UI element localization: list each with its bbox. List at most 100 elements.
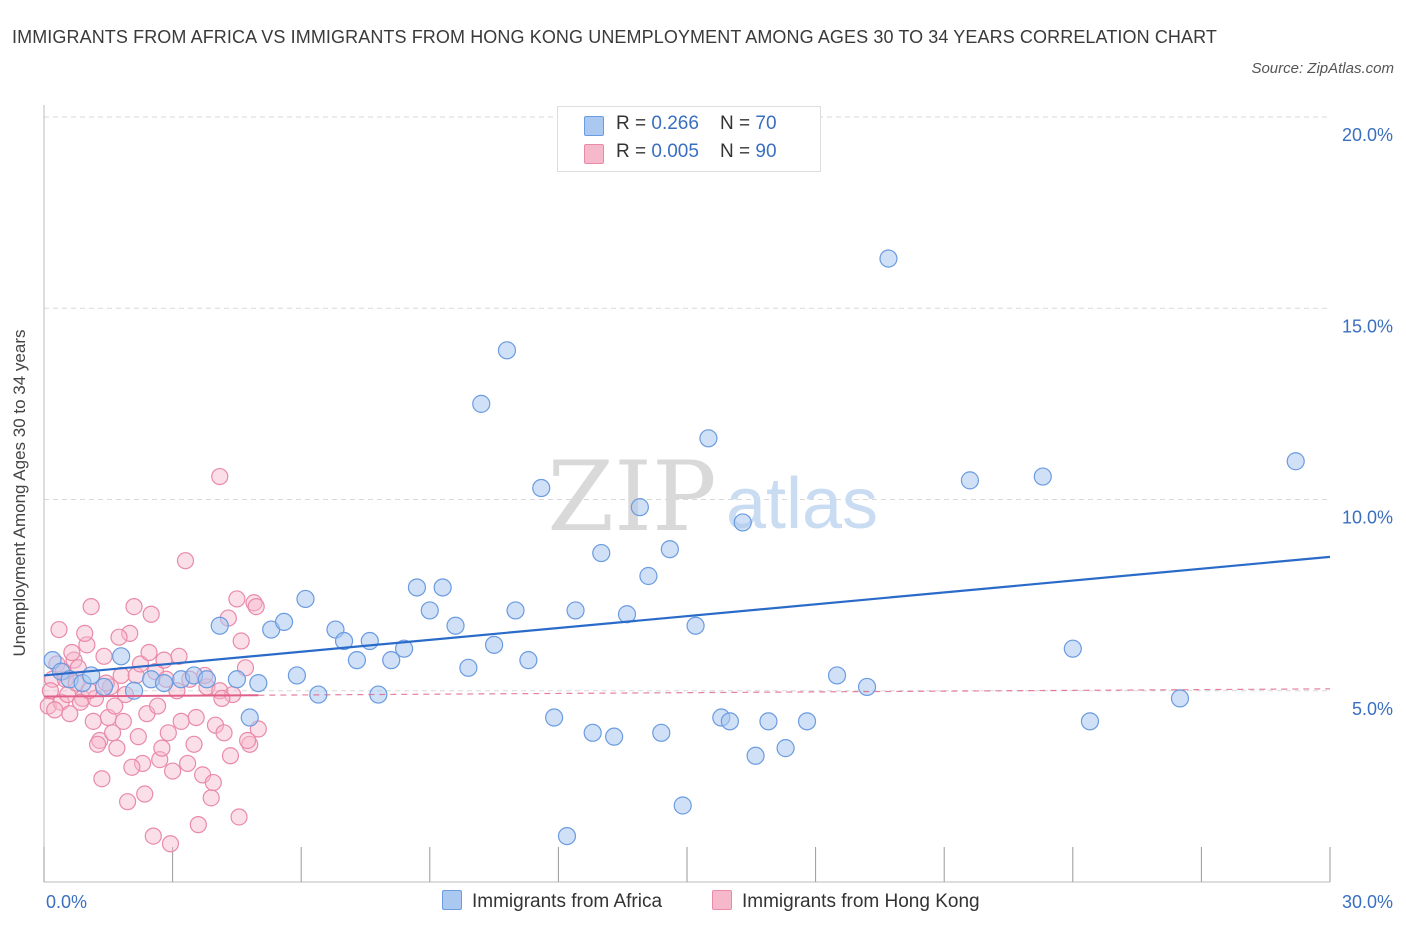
hk-point [142,605,160,623]
africa-point [776,739,795,758]
africa-point [827,666,847,685]
legend-r-value: 0.266 [651,113,699,134]
africa-point [733,513,752,532]
legend-r-value: 0.005 [651,141,699,162]
hk-point [108,739,126,757]
hk-point [110,628,128,646]
africa-point [652,723,671,742]
africa-point [485,635,504,654]
axes [43,105,1331,883]
hk-point [176,552,195,570]
africa-point [334,631,354,651]
africa-point [660,540,679,559]
hk-point [41,682,60,700]
hk-point [179,754,197,773]
hk-point [161,835,180,853]
africa-point [1033,467,1052,486]
africa-point [94,677,114,697]
trend-lines [43,555,1331,698]
africa-point [382,651,401,670]
hk-point [121,624,139,642]
hk-point [136,785,154,803]
hk-point [71,693,90,711]
hk-point [95,647,113,665]
africa-point [545,708,564,727]
africa-point [459,658,478,677]
africa-point [720,712,739,731]
africa-point [1063,639,1082,658]
hk-point [114,712,132,730]
hk-point [164,762,182,780]
hk-point [213,689,231,708]
africa-point [630,498,649,517]
y-tick-label: 5.0% [1352,699,1393,719]
y-tick-label: 15.0% [1342,316,1393,336]
hk-point [153,739,171,757]
africa-point [519,651,538,670]
africa-point [274,612,294,632]
x-tick-label: 30.0% [1342,892,1393,912]
africa-point [407,578,427,597]
hk-point [129,728,147,746]
hk-point [123,758,141,776]
africa-point [686,616,705,635]
africa-point [673,796,692,815]
africa-point [210,616,229,635]
legend-n-value: 70 [755,113,777,134]
africa-points [43,249,1305,846]
hk-point [228,590,246,608]
bottom-legend-hk-label: Immigrants from Hong Kong [742,891,980,912]
hk-point [239,731,257,750]
hk-point [106,697,124,715]
hk-point [247,597,265,616]
africa-trend-line [43,555,1331,677]
africa-point [240,708,259,727]
africa-point [197,670,216,689]
legend-n-value: 90 [755,141,777,162]
hk-point [63,643,81,662]
legend-n-label: N = [720,113,756,134]
africa-point [227,670,246,689]
africa-point [472,394,491,413]
africa-point [746,746,765,765]
hong-kong-points [39,467,267,853]
legend-r-label: R = [616,113,652,134]
hk-point [118,793,137,811]
hk-point [202,789,220,807]
africa-point [394,639,414,658]
hk-point [88,735,107,753]
hk-point [144,827,162,845]
hk-point [221,747,240,765]
africa-point [605,727,624,746]
hk-point [170,647,188,665]
hk-point [230,808,248,826]
hk-trend-line-solid [43,694,259,698]
africa-point [1286,452,1305,471]
chart-title: IMMIGRANTS FROM AFRICA VS IMMIGRANTS FRO… [12,27,1217,47]
hk-point [84,712,102,730]
hk-point [125,597,143,616]
africa-point [420,601,439,620]
hk-point [93,770,111,788]
y-tick-label: 20.0% [1342,125,1393,145]
hk-point [172,712,190,730]
africa-point [879,249,898,268]
africa-point [287,666,307,685]
hk-point [185,735,203,753]
hk-point [215,724,233,742]
africa-swatch [584,116,604,136]
hk-point [148,697,167,715]
africa-point [433,578,452,597]
legend-r-label: R = [616,141,652,162]
africa-point [759,712,778,731]
africa-point [583,723,602,742]
tick-labels: 5.0% 10.0% 15.0% 20.0% 0.0% 30.0% [46,125,1393,912]
africa-point [960,471,980,490]
africa-point [532,478,551,498]
x-tick-label: 0.0% [46,892,87,912]
africa-point [112,647,131,666]
africa-point [797,712,817,731]
hk-point [46,701,64,719]
hk-trend-line-dashed [258,688,1331,696]
hk-point [232,632,250,650]
